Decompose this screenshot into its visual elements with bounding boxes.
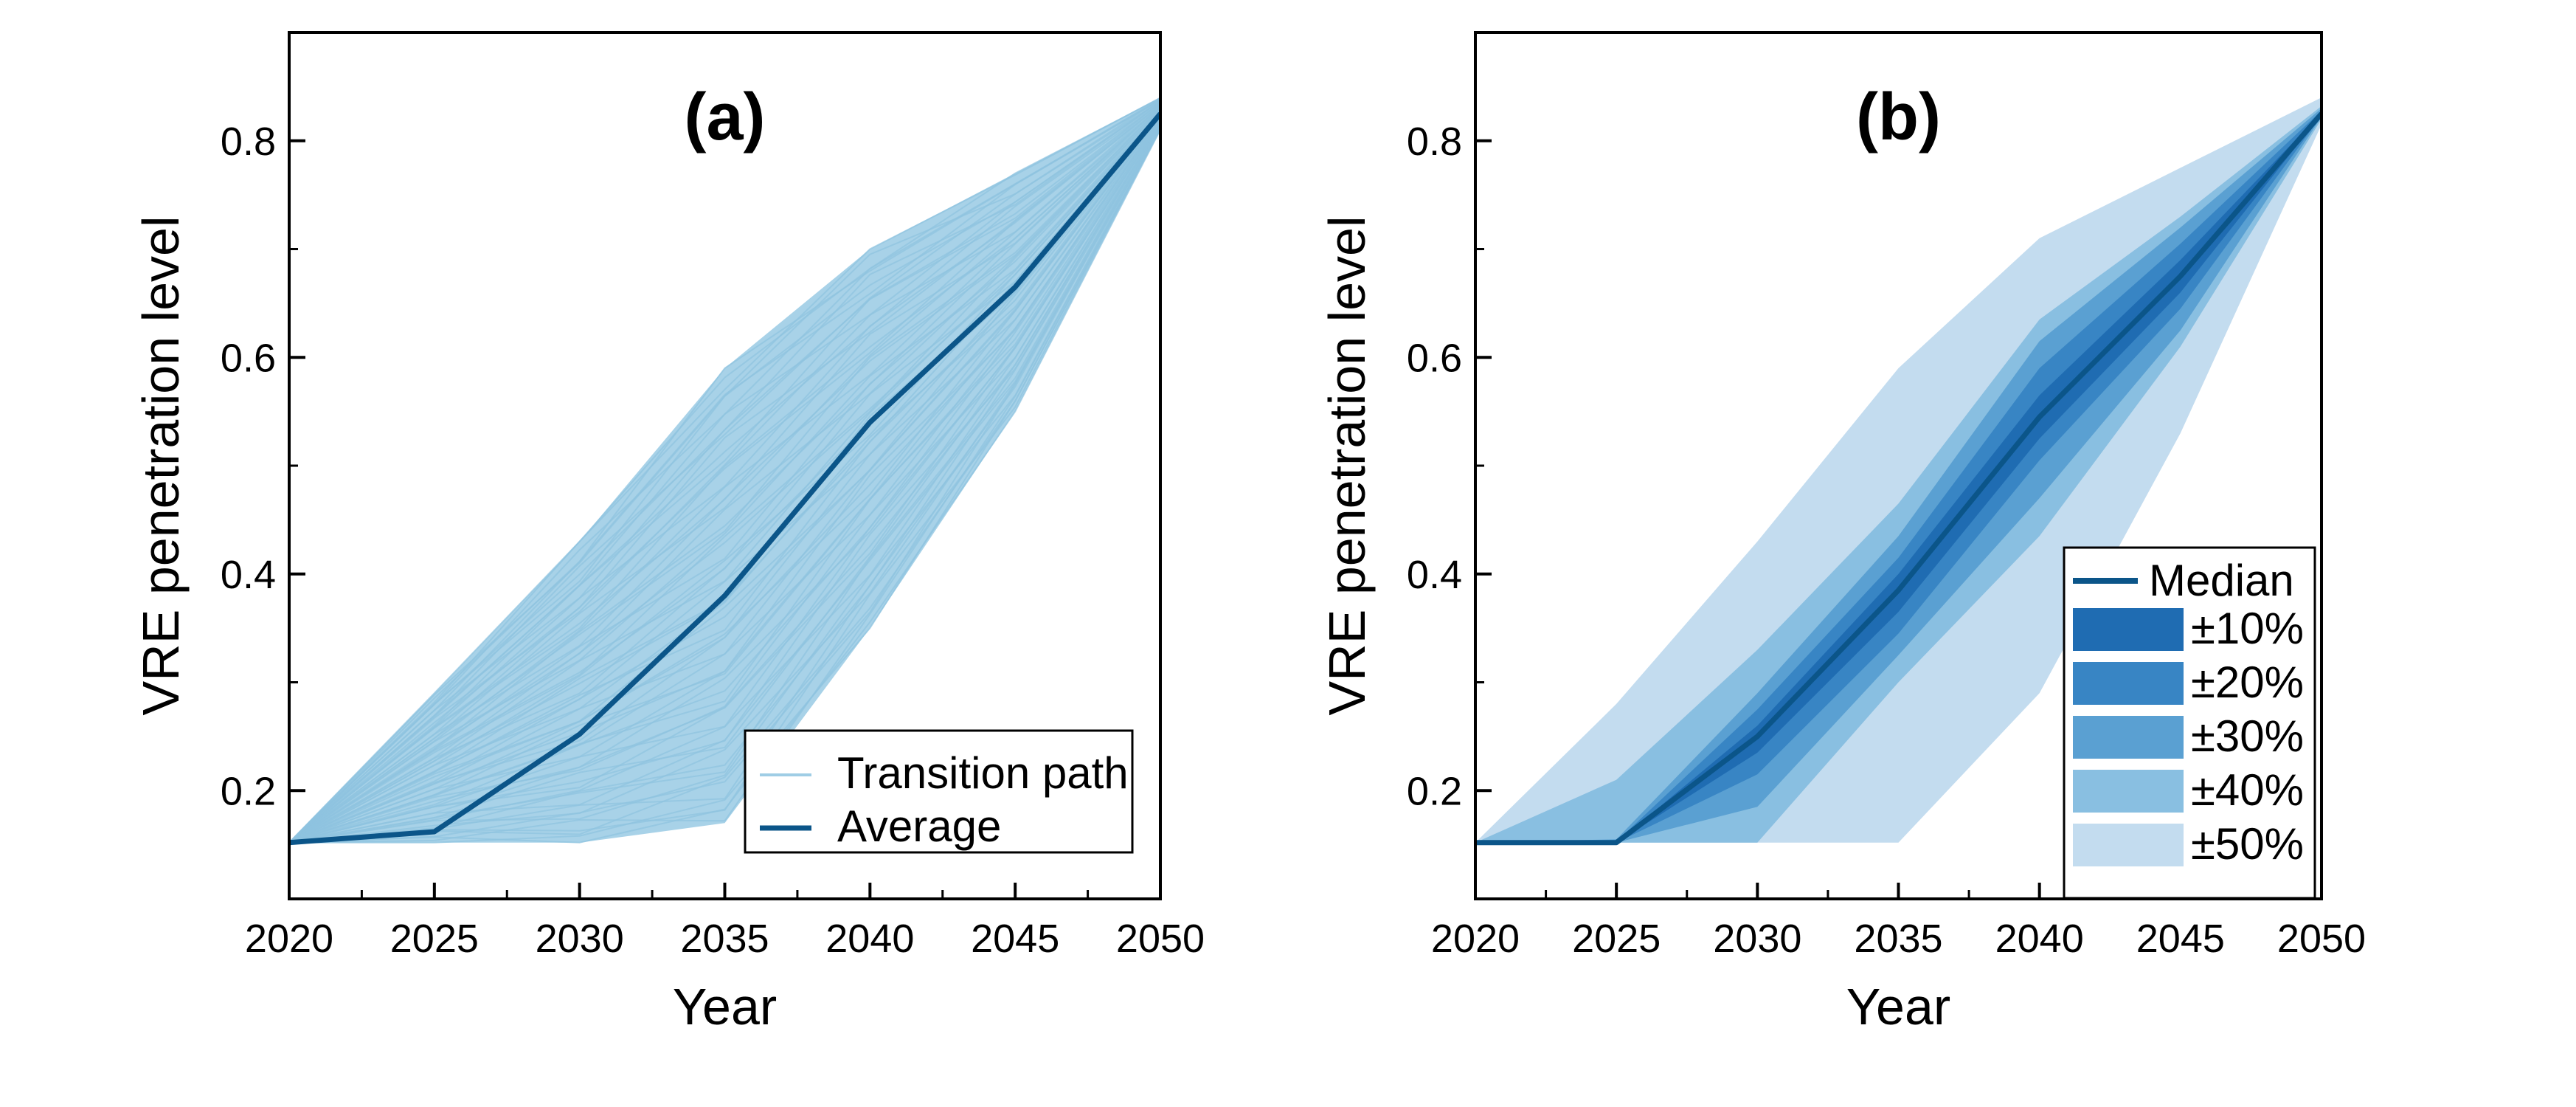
y-tick-label: 0.8 bbox=[221, 120, 276, 164]
transition-path bbox=[289, 115, 1160, 844]
transition-path bbox=[289, 111, 1160, 844]
transition-path bbox=[289, 103, 1160, 844]
x-tick-label: 2050 bbox=[1116, 917, 1205, 961]
transition-path bbox=[289, 98, 1160, 844]
transition-path bbox=[289, 116, 1160, 844]
legend-label-band: ±50% bbox=[2191, 819, 2304, 869]
y-tick-label: 0.4 bbox=[221, 553, 276, 597]
x-tick-label: 2050 bbox=[2277, 917, 2366, 961]
median-line bbox=[1475, 111, 2321, 846]
y-tick-label: 0.6 bbox=[1407, 336, 1462, 380]
legend-swatch-band bbox=[2073, 662, 2184, 705]
y-tick-label: 0.2 bbox=[1407, 769, 1462, 813]
x-tick-label: 2020 bbox=[1431, 917, 1520, 961]
x-tick-label: 2035 bbox=[680, 917, 769, 961]
x-tick-label: 2025 bbox=[1572, 917, 1661, 961]
transition-path bbox=[289, 103, 1160, 844]
transition-path bbox=[289, 125, 1160, 844]
legend-swatch-band bbox=[2073, 770, 2184, 813]
x-tick-label: 2040 bbox=[1995, 917, 2084, 961]
x-tick-label: 2030 bbox=[1713, 917, 1801, 961]
x-tick-label: 2045 bbox=[971, 917, 1059, 961]
panel-title: (a) bbox=[685, 80, 766, 154]
y-axis-label: VRE penetration level bbox=[1318, 215, 1376, 715]
transition-path bbox=[289, 103, 1160, 844]
plot-area bbox=[1475, 97, 2321, 846]
transition-path bbox=[289, 114, 1160, 844]
legend-swatch-band bbox=[2073, 608, 2184, 651]
legend-label-band: ±30% bbox=[2191, 711, 2304, 761]
x-tick-label: 2035 bbox=[1854, 917, 1942, 961]
transition-path bbox=[289, 125, 1160, 844]
transition-path bbox=[289, 108, 1160, 844]
panel-a: 2020 2025 2030 2035 2040 2045 2050 0.2 0.4 0.6 0.8… bbox=[132, 31, 1205, 1035]
transition-path bbox=[289, 109, 1160, 844]
x-axis-label: Year bbox=[673, 978, 777, 1035]
legend-frame bbox=[744, 729, 1134, 854]
x-axis-label: Year bbox=[1846, 978, 1950, 1035]
band-pm30pct bbox=[1475, 108, 2321, 843]
transition-path bbox=[289, 97, 1160, 844]
legend-label-median: Median bbox=[2149, 556, 2294, 605]
transition-path bbox=[289, 104, 1160, 844]
y-tick-label: 0.4 bbox=[1407, 553, 1462, 597]
legend-swatch-band bbox=[2073, 716, 2184, 759]
legend-label-band: ±40% bbox=[2191, 765, 2304, 815]
transition-path bbox=[289, 97, 1160, 844]
y-axis-label: VRE penetration level bbox=[132, 215, 190, 715]
legend-label-band: ±20% bbox=[2191, 658, 2304, 707]
x-tick-label: 2045 bbox=[2136, 917, 2225, 961]
transition-path bbox=[289, 105, 1160, 844]
transition-path bbox=[289, 110, 1160, 844]
x-tick-label: 2020 bbox=[245, 917, 333, 961]
x-tick-label: 2040 bbox=[825, 917, 914, 961]
transition-path bbox=[289, 120, 1160, 844]
y-tick-label: 0.2 bbox=[221, 769, 276, 813]
legend-label-transition-path: Transition path bbox=[837, 748, 1129, 798]
transition-path bbox=[289, 120, 1160, 844]
y-tick-label: 0.6 bbox=[221, 336, 276, 380]
legend-label-average: Average bbox=[837, 801, 1001, 851]
x-tick-label: 2025 bbox=[390, 917, 479, 961]
legend-label-band: ±10% bbox=[2191, 604, 2304, 653]
transition-path bbox=[289, 115, 1160, 844]
y-tick-label: 0.8 bbox=[1407, 120, 1462, 164]
transition-path bbox=[289, 97, 1160, 844]
x-tick-label: 2030 bbox=[536, 917, 624, 961]
panel-b: 2020 2025 2030 2035 2040 2045 2050 0.2 0.4 0.6 0.8… bbox=[1318, 31, 2366, 1035]
average-line bbox=[289, 111, 1160, 846]
panel-title: (b) bbox=[1856, 80, 1941, 154]
transition-path bbox=[289, 120, 1160, 844]
legend-swatch-band bbox=[2073, 824, 2184, 866]
transition-path bbox=[289, 110, 1160, 844]
plot-area bbox=[289, 97, 1160, 846]
legend-b: Median±10% ±20%±30%±40%±50% bbox=[2063, 546, 2316, 900]
